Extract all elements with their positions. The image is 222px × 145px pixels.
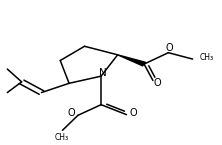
Text: O: O — [68, 108, 75, 118]
Text: O: O — [166, 43, 173, 53]
Text: O: O — [153, 78, 161, 88]
Polygon shape — [118, 55, 146, 66]
Text: CH₃: CH₃ — [54, 133, 68, 142]
Text: N: N — [99, 68, 107, 78]
Text: CH₃: CH₃ — [199, 53, 213, 62]
Text: O: O — [130, 108, 137, 118]
